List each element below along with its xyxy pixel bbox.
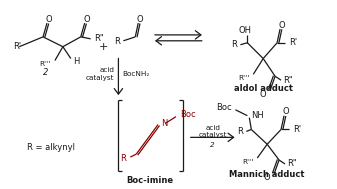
Text: R": R" [283, 76, 293, 85]
Text: +: + [99, 42, 108, 52]
Text: acid: acid [99, 67, 115, 73]
Text: BocNH₂: BocNH₂ [122, 71, 150, 77]
Text: H: H [73, 57, 79, 66]
Text: acid: acid [205, 125, 220, 131]
Text: R": R" [287, 160, 297, 168]
Text: N: N [161, 119, 167, 128]
Text: Boc: Boc [216, 103, 232, 112]
Text: Boc: Boc [180, 110, 195, 119]
Text: O: O [259, 90, 266, 98]
Text: R': R' [13, 42, 22, 51]
Text: R''': R''' [40, 61, 51, 67]
Text: R: R [115, 37, 120, 46]
Text: 2: 2 [210, 142, 215, 148]
Text: catalyst: catalyst [86, 75, 115, 81]
Text: O: O [264, 173, 270, 182]
Text: aldol adduct: aldol adduct [234, 84, 293, 93]
Text: R''': R''' [242, 159, 253, 165]
Text: OH: OH [239, 26, 252, 36]
Text: O: O [46, 15, 52, 24]
Text: R': R' [289, 38, 297, 47]
Text: R': R' [293, 125, 301, 134]
Text: Mannich adduct: Mannich adduct [229, 170, 305, 179]
Text: R: R [238, 127, 243, 136]
Text: R = alkynyl: R = alkynyl [27, 143, 75, 152]
Text: Boc-imine: Boc-imine [127, 176, 174, 185]
Text: NH: NH [251, 111, 264, 120]
Text: O: O [283, 107, 289, 116]
Text: R: R [120, 153, 126, 163]
Text: R''': R''' [238, 75, 249, 81]
Text: 2: 2 [43, 68, 49, 77]
Text: R": R" [95, 34, 104, 43]
Text: O: O [279, 21, 285, 29]
Text: R: R [232, 40, 238, 49]
Text: O: O [137, 15, 144, 24]
Text: catalyst: catalyst [198, 132, 227, 138]
Text: O: O [83, 15, 90, 24]
